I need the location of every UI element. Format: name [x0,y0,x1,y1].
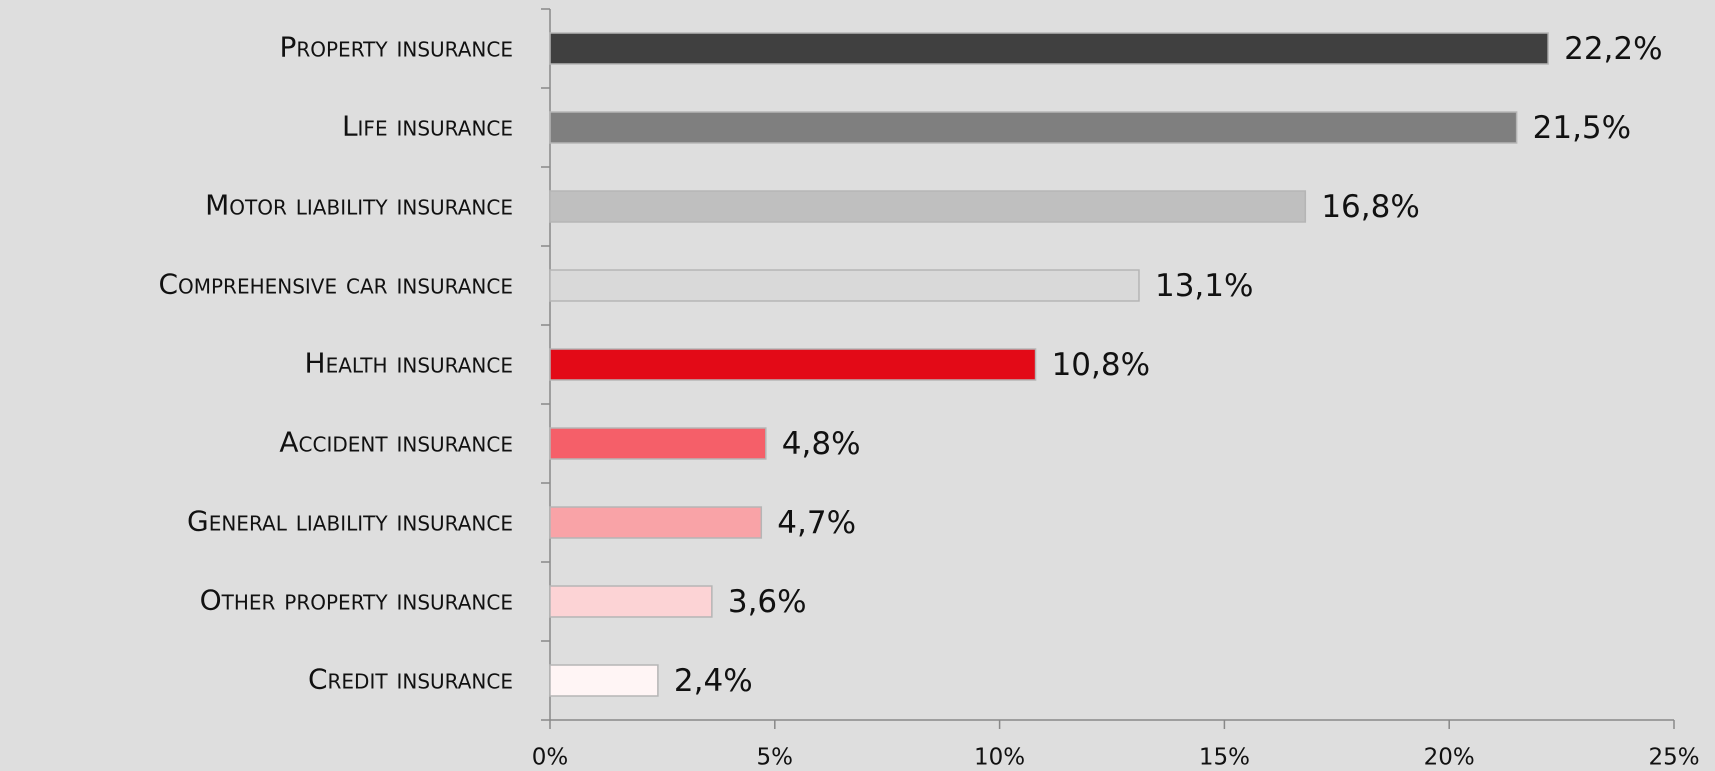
x-tick-label: 20% [1424,745,1475,771]
bar [549,585,713,618]
value-label: 3,6% [728,584,807,620]
bar [549,32,1549,65]
x-tick-label: 15% [1199,745,1250,771]
x-tick-label: 5% [757,745,794,771]
bar [549,427,767,460]
category-label: Property insurance [279,31,513,64]
category-label: Other property insurance [200,584,513,617]
category-label: Credit insurance [308,663,513,696]
value-label: 22,2% [1564,31,1662,67]
category-label: Comprehensive car insurance [158,268,513,301]
x-tick-label: 25% [1648,745,1699,771]
value-label: 4,8% [782,426,861,462]
bar [549,269,1140,302]
value-label: 4,7% [777,505,856,541]
value-label: 2,4% [674,663,753,699]
bar [549,190,1307,223]
value-label: 21,5% [1533,110,1631,146]
x-tick-label: 10% [974,745,1025,771]
category-label: General liability insurance [187,505,513,538]
bar [549,348,1037,381]
value-label: 13,1% [1155,268,1253,304]
category-label: Accident insurance [279,426,513,459]
category-label: Motor liability insurance [205,189,513,222]
bar [549,111,1518,144]
x-tick-label: 0% [532,745,569,771]
value-label: 10,8% [1052,347,1150,383]
bar [549,664,659,697]
category-label: Health insurance [305,347,513,380]
value-label: 16,8% [1321,189,1419,225]
category-label: Life insurance [342,110,513,143]
bar [549,506,763,539]
